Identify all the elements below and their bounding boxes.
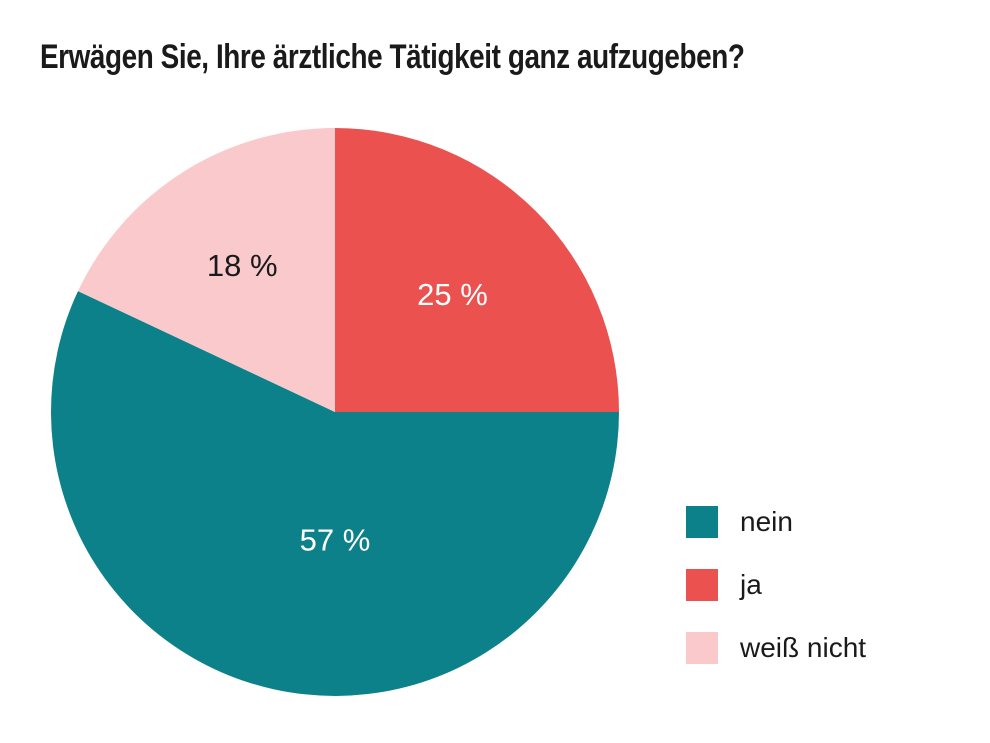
- chart-title: Erwägen Sie, Ihre ärztliche Tätigkeit ga…: [40, 38, 745, 76]
- legend-label: nein: [740, 506, 793, 537]
- pie-value-label-weiss-nicht: 18 %: [207, 248, 278, 283]
- pie-slice-nein: [50, 291, 619, 696]
- pie-value-label-nein: 57 %: [300, 522, 371, 557]
- pie-value-label-ja: 25 %: [417, 277, 488, 312]
- legend-swatch-nein: [686, 506, 718, 538]
- legend-item-ja: ja: [686, 569, 866, 601]
- legend-label: weiß nicht: [740, 632, 867, 663]
- pie-slice-ja: [335, 128, 619, 412]
- legend-swatch-ja: [686, 569, 718, 601]
- legend: nein ja weiß nicht: [686, 506, 866, 695]
- legend-label: ja: [740, 569, 762, 600]
- legend-swatch-weiss-nicht: [686, 632, 718, 664]
- pie-slice-weiss-nicht: [78, 127, 335, 412]
- legend-item-weiss-nicht: weiß nicht: [686, 632, 866, 664]
- legend-item-nein: nein: [686, 506, 866, 538]
